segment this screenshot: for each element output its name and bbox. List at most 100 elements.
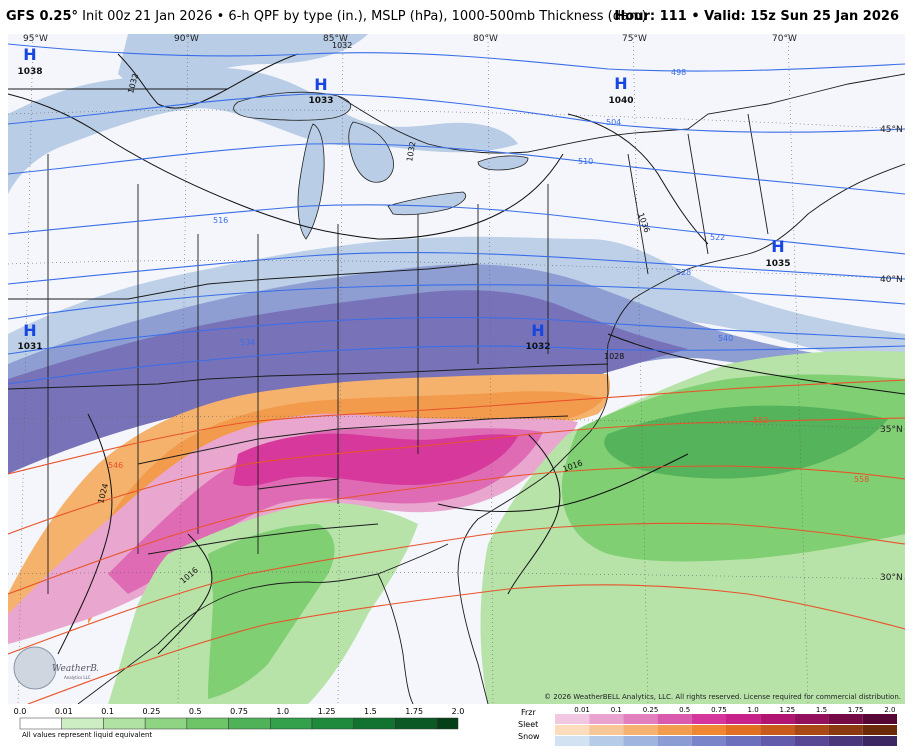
isobar-1036 bbox=[567, 113, 709, 245]
legend-type-sleet: Sleet bbox=[518, 720, 539, 729]
rain-tick-label: 1.75 bbox=[405, 707, 423, 716]
thickness-label: 558 bbox=[854, 475, 869, 484]
high-center-1032: H 1032 bbox=[525, 321, 550, 352]
lon-label: 80°W bbox=[473, 34, 498, 44]
frzr-color-swatch bbox=[760, 714, 795, 724]
sleet-color-swatch bbox=[691, 725, 726, 735]
snow-color-swatch bbox=[623, 736, 658, 746]
thickness-558 bbox=[8, 465, 905, 595]
frzr-color-swatch bbox=[794, 714, 829, 724]
borders bbox=[8, 73, 905, 704]
high-center-1033: H 1033 bbox=[308, 75, 333, 106]
thickness-labels: 498 504 510 516 522 528 534 540 546 552 … bbox=[108, 68, 869, 484]
rain-color-swatch bbox=[353, 717, 396, 730]
legend-graphic: 0.0 0.01 0.1 0.25 0.5 0.75 1.0 1.25 1.5 1.75 2.0 0… bbox=[14, 706, 897, 746]
type-tick-label: 2.0 bbox=[884, 706, 895, 714]
sleet-color-swatch bbox=[794, 725, 829, 735]
legend: 0.0 0.01 0.1 0.25 0.5 0.75 1.0 1.25 1.5 1.75 2.0 0… bbox=[0, 704, 913, 750]
high-letter: H bbox=[771, 237, 784, 256]
high-center-1031: H 1031 bbox=[17, 321, 42, 352]
high-value: 1032 bbox=[525, 342, 550, 352]
state-lines-2 bbox=[47, 113, 769, 594]
rain-color-swatch bbox=[186, 717, 229, 730]
high-letter: H bbox=[23, 321, 36, 340]
graticule bbox=[8, 34, 905, 704]
high-center-1035: H 1035 bbox=[765, 237, 790, 269]
thickness-label: 516 bbox=[213, 216, 228, 225]
rain-colorbar: 0.0 0.01 0.1 0.25 0.5 0.75 1.0 1.25 1.5 1.75 2.0 bbox=[14, 707, 464, 730]
isobar-1028 bbox=[607, 333, 905, 395]
type-tick-label: 1.25 bbox=[780, 706, 796, 714]
hour-label: Hour: bbox=[614, 9, 656, 24]
map-header: GFS 0.25° Init 00z 21 Jan 2026 • 6-h QPF… bbox=[0, 0, 913, 34]
high-value: 1040 bbox=[608, 96, 633, 106]
lat-label: 35°N bbox=[880, 425, 903, 435]
rain-color-swatch bbox=[311, 717, 354, 730]
snow-color-swatch bbox=[862, 736, 897, 746]
rain-color-swatch bbox=[228, 717, 271, 730]
lon-label: 90°W bbox=[174, 34, 199, 44]
high-letter: H bbox=[23, 45, 36, 64]
lat-label: 45°N bbox=[880, 125, 903, 135]
rain-tick-label: 1.5 bbox=[364, 707, 377, 716]
logo-subtext: Analytics LLC bbox=[64, 675, 91, 680]
us-canada-border bbox=[8, 73, 905, 154]
thickness-cold bbox=[8, 43, 905, 385]
lat-40 bbox=[8, 259, 905, 280]
high-center-1038: H 1038 bbox=[17, 45, 42, 77]
thickness-540 bbox=[8, 345, 905, 385]
valid-value: 15z Sun 25 Jan 2026 bbox=[750, 9, 899, 24]
rain-color-swatch bbox=[436, 717, 459, 730]
sleet-color-swatch bbox=[589, 725, 624, 735]
thickness-498 bbox=[8, 43, 905, 72]
type-tick-label: 1.0 bbox=[748, 706, 759, 714]
lake-michigan bbox=[297, 123, 325, 240]
rain-tick-label: 0.5 bbox=[189, 707, 202, 716]
lake-superior bbox=[233, 91, 351, 121]
snow-band-north bbox=[8, 67, 518, 194]
map-canvas: 95°W 90°W 85°W 80°W 75°W 70°W 45°N 40°N … bbox=[8, 34, 905, 704]
thickness-546 bbox=[8, 379, 905, 475]
thickness-552 bbox=[8, 417, 905, 535]
east-coast bbox=[457, 163, 905, 704]
high-letter: H bbox=[314, 75, 327, 94]
snow-color-swatch bbox=[828, 736, 863, 746]
sleet-band bbox=[8, 374, 610, 634]
snow-color-swatch bbox=[589, 736, 624, 746]
sleet-color-swatch bbox=[862, 725, 897, 735]
thickness-516 bbox=[8, 204, 905, 255]
lake-huron bbox=[348, 121, 394, 183]
sleet-color-swatch bbox=[726, 725, 761, 735]
thickness-label: 504 bbox=[606, 118, 621, 127]
lon-label: 85°W bbox=[323, 34, 348, 44]
rain-tick-label: 0.25 bbox=[142, 707, 160, 716]
thickness-label: 528 bbox=[676, 268, 691, 277]
frzr-color-swatch bbox=[589, 714, 624, 724]
high-value: 1033 bbox=[308, 96, 333, 106]
rain-tick-label: 1.0 bbox=[276, 707, 289, 716]
snow-color-swatch bbox=[726, 736, 761, 746]
frzr-color-swatch bbox=[862, 714, 897, 724]
snow-color-swatch bbox=[555, 736, 590, 746]
sleet-color-swatch bbox=[828, 725, 863, 735]
snow-color-swatch bbox=[691, 736, 726, 746]
lon-label: 95°W bbox=[23, 34, 48, 44]
isobar-1020 bbox=[437, 453, 689, 512]
snow-color-swatch bbox=[794, 736, 829, 746]
rain-tick-label: 1.25 bbox=[318, 707, 336, 716]
type-tick-label: 0.75 bbox=[711, 706, 727, 714]
thickness-522 bbox=[8, 251, 905, 285]
frzr-color-swatch bbox=[828, 714, 863, 724]
frzr-color-swatch bbox=[555, 714, 590, 724]
weatherbell-logo: WeatherBELL Analytics LLC bbox=[12, 645, 115, 691]
weatherbell-logo-graphic: WeatherBELL Analytics LLC bbox=[13, 646, 115, 690]
type-tick-label: 0.01 bbox=[574, 706, 590, 714]
rain-tick-label: 0.01 bbox=[55, 707, 73, 716]
type-tick-label: 0.25 bbox=[643, 706, 659, 714]
isobar-label: 1028 bbox=[604, 352, 624, 361]
hour-value: 111 bbox=[659, 9, 687, 24]
type-tick-label: 1.75 bbox=[848, 706, 864, 714]
snow-color-swatch bbox=[657, 736, 692, 746]
thickness-label: 522 bbox=[710, 233, 725, 242]
rain-color-swatch bbox=[103, 717, 146, 730]
